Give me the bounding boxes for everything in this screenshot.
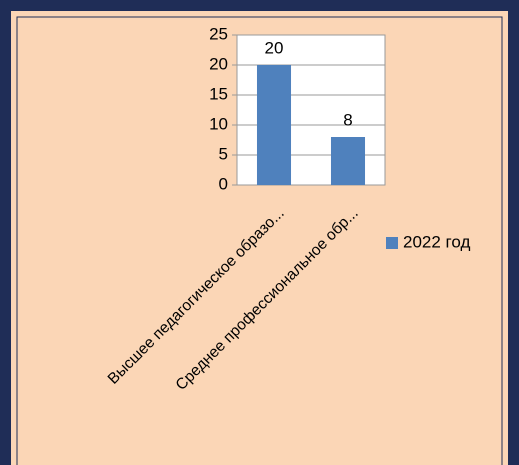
data-label: 20 — [265, 38, 284, 57]
data-label: 8 — [343, 110, 352, 129]
y-tick-label: 10 — [209, 114, 228, 133]
y-tick-label: 25 — [209, 24, 228, 43]
inner-border — [16, 16, 503, 465]
legend-label: 2022 год — [403, 232, 470, 251]
bar — [330, 137, 366, 185]
y-tick-label: 0 — [219, 174, 228, 193]
y-tick-label: 20 — [209, 54, 228, 73]
y-tick-label: 5 — [219, 144, 228, 163]
bar — [256, 65, 292, 185]
legend-swatch — [386, 237, 398, 249]
panel: 0 5 10 15 20 25 Высшее педагогическое образо..… — [11, 11, 508, 465]
y-tick-label: 15 — [209, 84, 228, 103]
